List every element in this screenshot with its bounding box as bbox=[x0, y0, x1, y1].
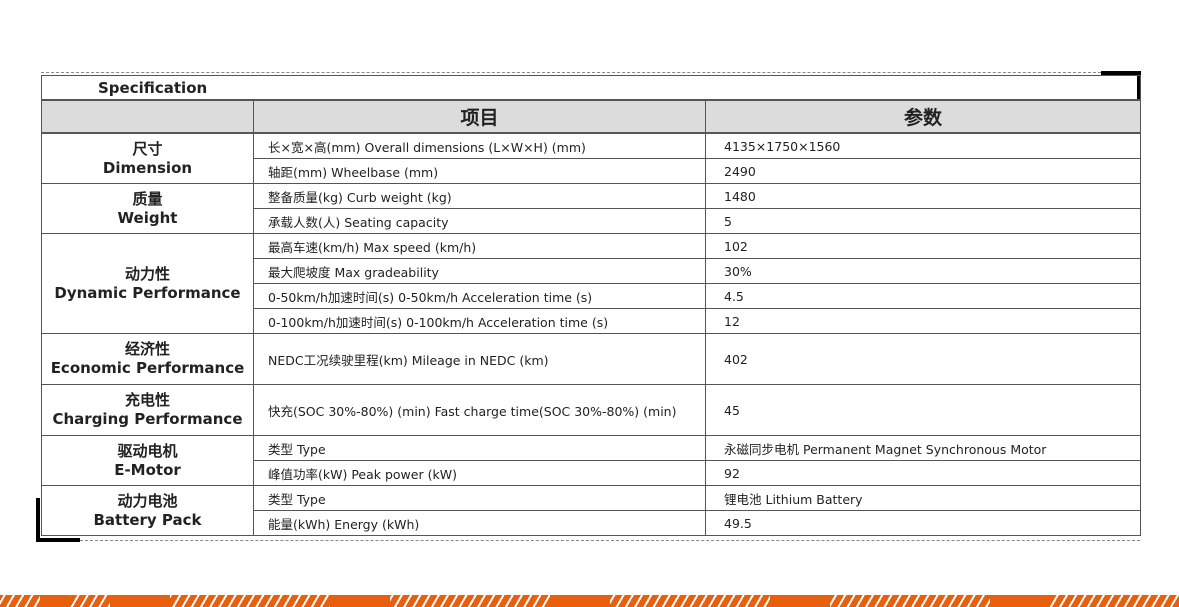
category-cell: 质量 Weight bbox=[41, 183, 254, 234]
category-cell: 经济性 Economic Performance bbox=[41, 333, 254, 385]
category-zh: 经济性 bbox=[124, 340, 170, 358]
value-cell: 102 bbox=[704, 233, 1142, 259]
category-cell: 动力性 Dynamic Performance bbox=[41, 233, 254, 334]
dashed-divider-top bbox=[41, 72, 1101, 73]
header-item: 项目 bbox=[253, 99, 706, 134]
item-cell: 0-50km/h加速时间(s) 0-50km/h Acceleration ti… bbox=[253, 283, 706, 309]
table-row: 承载人数(人) Seating capacity 5 bbox=[42, 208, 1142, 234]
table-row: 最大爬坡度 Max gradeability 30% bbox=[42, 258, 1142, 284]
table-row: 0-50km/h加速时间(s) 0-50km/h Acceleration ti… bbox=[42, 283, 1142, 309]
value-cell: 49.5 bbox=[704, 510, 1142, 536]
value-cell: 12 bbox=[704, 308, 1142, 334]
item-cell: 轴距(mm) Wheelbase (mm) bbox=[253, 158, 706, 184]
value-cell: 4135×1750×1560 bbox=[704, 132, 1142, 159]
band-block bbox=[330, 595, 390, 607]
category-en: Economic Performance bbox=[50, 359, 245, 377]
table-row: 动力电池 Battery Pack 类型 Type 锂电池 Lithium Batte… bbox=[41, 485, 1142, 536]
value-cell: 2490 bbox=[704, 158, 1142, 184]
item-cell: NEDC工况续驶里程(km) Mileage in NEDC (km) bbox=[253, 333, 706, 385]
value-cell: 30% bbox=[704, 258, 1142, 284]
table-row: 轴距(mm) Wheelbase (mm) 2490 bbox=[42, 158, 1142, 184]
item-cell: 类型 Type bbox=[253, 485, 706, 511]
table-row: 0-100km/h加速时间(s) 0-100km/h Acceleration … bbox=[42, 308, 1142, 334]
item-cell: 承载人数(人) Seating capacity bbox=[253, 208, 706, 234]
item-cell: 长×宽×高(mm) Overall dimensions (L×W×H) (mm… bbox=[253, 132, 706, 159]
band-block bbox=[770, 595, 830, 607]
table-row: 驱动电机 E-Motor 类型 Type 永磁同步电机 Permanent Magne… bbox=[41, 435, 1142, 486]
table-row: 动力性 Dynamic Performance 最高车速(km/h) Max spe… bbox=[41, 233, 1142, 334]
category-en: Dimension bbox=[102, 158, 193, 177]
value-cell: 4.5 bbox=[704, 283, 1142, 309]
corner-bracket bbox=[36, 498, 80, 542]
band-block bbox=[550, 595, 610, 607]
table-row: 峰值功率(kW) Peak power (kW) 92 bbox=[42, 460, 1142, 486]
category-en: E-Motor bbox=[114, 460, 181, 479]
table-row: 质量 Weight 整备质量(kg) Curb weight (kg) 1480 bbox=[41, 183, 1142, 234]
band-block bbox=[990, 595, 1050, 607]
category-en: Weight bbox=[117, 208, 178, 227]
item-cell: 0-100km/h加速时间(s) 0-100km/h Acceleration … bbox=[253, 308, 706, 334]
dashed-divider-bottom bbox=[80, 540, 1140, 541]
item-cell: 整备质量(kg) Curb weight (kg) bbox=[253, 183, 706, 209]
value-cell: 5 bbox=[704, 208, 1142, 234]
category-cell: 驱动电机 E-Motor bbox=[41, 435, 254, 486]
item-cell: 最高车速(km/h) Max speed (km/h) bbox=[253, 233, 706, 259]
table-row: 尺寸 Dimension 长×宽×高(mm) Overall dimensions … bbox=[41, 132, 1142, 184]
category-en: Battery Pack bbox=[93, 510, 202, 529]
table-title: Specification bbox=[40, 75, 1142, 101]
item-cell: 最大爬坡度 Max gradeability bbox=[253, 258, 706, 284]
category-en: Dynamic Performance bbox=[54, 283, 241, 302]
header-value: 参数 bbox=[704, 99, 1142, 134]
spec-table: Specification 项目 参数 尺寸 Dimension 长×宽×高(mm) … bbox=[40, 75, 1142, 536]
item-cell: 能量(kWh) Energy (kWh) bbox=[253, 510, 706, 536]
table-row: 充电性 Charging Performance 快充(SOC 30%-80%) (… bbox=[41, 384, 1142, 436]
category-cell: 充电性 Charging Performance bbox=[41, 384, 254, 436]
category-zh: 动力电池 bbox=[117, 491, 178, 510]
category-en: Charging Performance bbox=[52, 410, 243, 428]
band-block bbox=[110, 595, 170, 607]
value-cell: 45 bbox=[704, 384, 1142, 436]
table-row: 能量(kWh) Energy (kWh) 49.5 bbox=[42, 510, 1142, 536]
category-cell: 尺寸 Dimension bbox=[41, 132, 254, 184]
value-cell: 402 bbox=[704, 333, 1142, 385]
value-cell: 92 bbox=[704, 460, 1142, 486]
value-cell: 1480 bbox=[704, 183, 1142, 209]
item-cell: 快充(SOC 30%-80%) (min) Fast charge time(S… bbox=[253, 384, 706, 436]
item-cell: 峰值功率(kW) Peak power (kW) bbox=[253, 460, 706, 486]
value-cell: 锂电池 Lithium Battery bbox=[704, 485, 1142, 511]
item-cell: 类型 Type bbox=[253, 435, 706, 461]
value-cell: 永磁同步电机 Permanent Magnet Synchronous Moto… bbox=[704, 435, 1142, 461]
category-zh: 质量 bbox=[132, 189, 163, 208]
category-zh: 尺寸 bbox=[132, 139, 163, 158]
table-row: 经济性 Economic Performance NEDC工况续驶里程(km) Mi… bbox=[41, 333, 1142, 385]
category-zh: 充电性 bbox=[124, 391, 170, 409]
category-zh: 动力性 bbox=[124, 264, 170, 283]
header-blank bbox=[41, 99, 254, 134]
category-cell: 动力电池 Battery Pack bbox=[41, 485, 254, 536]
band-block bbox=[40, 595, 70, 607]
category-zh: 驱动电机 bbox=[117, 441, 178, 460]
